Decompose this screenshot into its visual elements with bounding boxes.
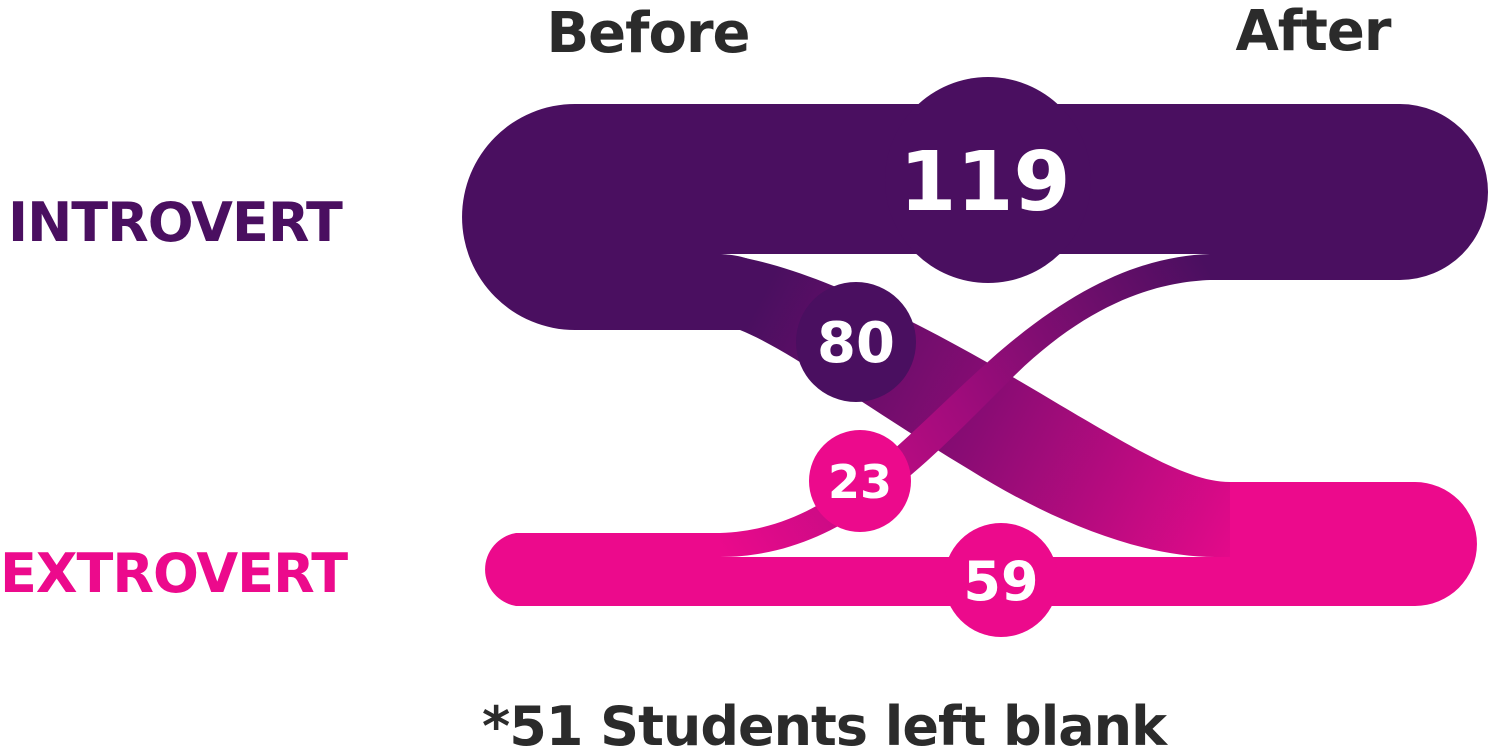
column-label-after: After (1235, 0, 1391, 64)
footnote: *51 Students left blank (482, 695, 1168, 753)
column-label-before: Before (546, 1, 749, 66)
bubble-extrovert-to-extrovert: 59 (944, 523, 1058, 637)
bubble-circle (944, 523, 1058, 637)
bubble-circle (809, 430, 911, 532)
row-label-introvert: INTROVERT (8, 191, 343, 254)
bubble-introvert-to-introvert: 119 (885, 77, 1091, 283)
value-label-extrovert-to-introvert: 23 (828, 455, 892, 509)
value-label-extrovert-to-extrovert: 59 (963, 550, 1038, 613)
value-label-introvert-to-extrovert: 80 (817, 311, 895, 376)
flow-extrovert-to-introvert (720, 254, 1210, 557)
bubble-extrovert-to-introvert: 23 (809, 430, 911, 532)
bubble-circle (796, 282, 916, 402)
bubble-introvert-to-extrovert: 80 (796, 282, 916, 402)
bubble-circle (885, 77, 1091, 283)
value-label-introvert-to-introvert: 119 (899, 135, 1070, 230)
row-label-extrovert: EXTROVERT (0, 542, 348, 605)
flow-extrovert-to-extrovert (485, 482, 1477, 606)
